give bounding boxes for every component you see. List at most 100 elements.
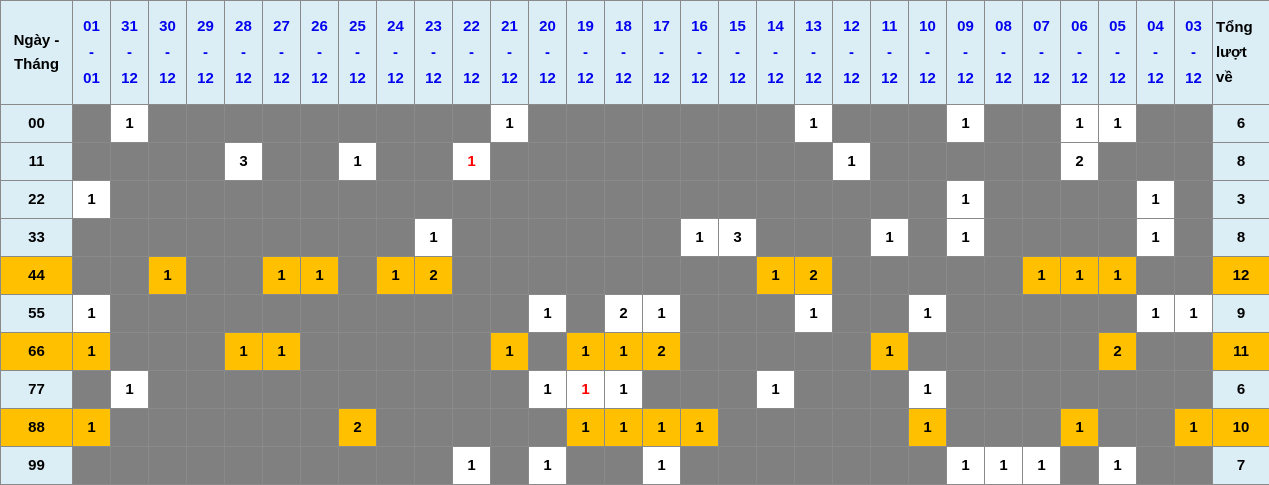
cell-44-27-12: 1 [263,257,301,295]
cell-value: 1 [619,419,627,436]
date-month: 12 [833,66,870,92]
date-dash: - [1137,40,1174,66]
cell-00-17-12 [643,105,681,143]
cell-88-25-12: 2 [339,409,377,447]
cell-88-05-12 [1099,409,1137,447]
date-day: 01 [73,14,110,40]
cell-77-11-12 [871,371,909,409]
cell-00-11-12 [871,105,909,143]
cell-44-06-12: 1 [1061,257,1099,295]
cell-88-23-12 [415,409,453,447]
date-day: 29 [187,14,224,40]
cell-22-22-12 [453,181,491,219]
date-day: 04 [1137,14,1174,40]
cell-55-08-12 [985,295,1023,333]
cell-55-24-12 [377,295,415,333]
cell-22-31-12 [111,181,149,219]
date-month: 12 [947,66,984,92]
date-month: 12 [795,66,832,92]
cell-33-31-12 [111,219,149,257]
date-dash: - [491,40,528,66]
cell-00-29-12 [187,105,225,143]
cell-value: 1 [543,381,551,398]
cell-55-26-12 [301,295,339,333]
cell-44-31-12 [111,257,149,295]
date-month: 12 [415,66,452,92]
cell-88-19-12: 1 [567,409,605,447]
column-header-07-12: 07-12 [1023,1,1061,105]
date-day: 13 [795,14,832,40]
cell-value: 1 [961,457,969,474]
date-day: 28 [225,14,262,40]
cell-33-12-12 [833,219,871,257]
cell-33-21-12 [491,219,529,257]
cell-44-07-12: 1 [1023,257,1061,295]
column-header-25-12: 25-12 [339,1,377,105]
cell-11-22-12: 1 [453,143,491,181]
cell-88-14-12 [757,409,795,447]
date-month: 12 [1061,66,1098,92]
column-header-28-12: 28-12 [225,1,263,105]
cell-22-27-12 [263,181,301,219]
date-day: 16 [681,14,718,40]
cell-55-01-01: 1 [73,295,111,333]
cell-00-25-12 [339,105,377,143]
cell-33-28-12 [225,219,263,257]
column-header-10-12: 10-12 [909,1,947,105]
cell-77-31-12: 1 [111,371,149,409]
cell-00-15-12 [719,105,757,143]
cell-55-14-12 [757,295,795,333]
cell-22-21-12 [491,181,529,219]
cell-55-29-12 [187,295,225,333]
cell-00-09-12: 1 [947,105,985,143]
cell-11-26-12 [301,143,339,181]
cell-88-30-12 [149,409,187,447]
cell-11-08-12 [985,143,1023,181]
cell-33-27-12 [263,219,301,257]
cell-44-22-12 [453,257,491,295]
cell-55-27-12 [263,295,301,333]
cell-88-11-12 [871,409,909,447]
cell-66-26-12 [301,333,339,371]
cell-22-30-12 [149,181,187,219]
cell-11-13-12 [795,143,833,181]
row-label-44: 44 [1,257,73,295]
date-month: 12 [225,66,262,92]
cell-value: 1 [961,229,969,246]
date-month: 12 [719,66,756,92]
date-dash: - [377,40,414,66]
cell-77-16-12 [681,371,719,409]
cell-77-12-12 [833,371,871,409]
cell-value: 1 [771,267,779,284]
cell-66-03-12 [1175,333,1213,371]
cell-33-04-12: 1 [1137,219,1175,257]
cell-44-15-12 [719,257,757,295]
column-header-16-12: 16-12 [681,1,719,105]
cell-77-08-12 [985,371,1023,409]
cell-value: 1 [391,267,399,284]
row-label-55: 55 [1,295,73,333]
row-total-44: 12 [1213,257,1269,295]
cell-33-14-12 [757,219,795,257]
cell-66-24-12 [377,333,415,371]
date-month: 12 [1099,66,1136,92]
cell-33-22-12 [453,219,491,257]
date-month: 12 [985,66,1022,92]
cell-88-31-12 [111,409,149,447]
cell-33-10-12 [909,219,947,257]
cell-88-17-12: 1 [643,409,681,447]
date-dash: - [947,40,984,66]
cell-33-29-12 [187,219,225,257]
column-header-15-12: 15-12 [719,1,757,105]
date-dash: - [73,40,110,66]
cell-22-06-12 [1061,181,1099,219]
cell-value: 1 [125,381,133,398]
cell-55-11-12 [871,295,909,333]
column-header-01-01: 01-01 [73,1,111,105]
cell-11-16-12 [681,143,719,181]
date-month: 12 [187,66,224,92]
cell-77-05-12 [1099,371,1137,409]
date-month: 12 [605,66,642,92]
column-header-11-12: 11-12 [871,1,909,105]
cell-value: 1 [999,457,1007,474]
